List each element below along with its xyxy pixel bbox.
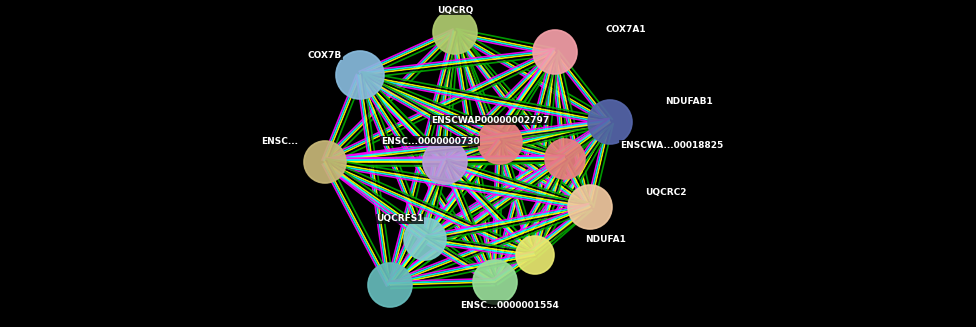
Circle shape (404, 218, 446, 260)
Text: NDUFA1: NDUFA1 (585, 235, 626, 245)
Text: COX7B: COX7B (307, 50, 343, 60)
Text: ENSCWA...00018825: ENSCWA...00018825 (620, 141, 723, 149)
Circle shape (433, 10, 477, 54)
Circle shape (545, 139, 585, 179)
Text: UQCRQ: UQCRQ (437, 6, 473, 14)
Text: ENSC...: ENSC... (262, 137, 299, 146)
Text: COX7A1: COX7A1 (605, 26, 646, 35)
Circle shape (368, 263, 412, 307)
Text: ENSC...0000000730: ENSC...0000000730 (381, 136, 479, 146)
Text: NDUFAB1: NDUFAB1 (665, 97, 712, 107)
Circle shape (304, 141, 346, 183)
Circle shape (478, 120, 522, 164)
Text: ENSCWAP00000002797: ENSCWAP00000002797 (430, 115, 549, 125)
Circle shape (588, 100, 632, 144)
Circle shape (516, 236, 554, 274)
Text: UQCRC2: UQCRC2 (645, 187, 686, 197)
Text: UQCRFS1: UQCRFS1 (377, 215, 424, 223)
Circle shape (533, 30, 577, 74)
Circle shape (473, 260, 517, 304)
Circle shape (423, 140, 467, 184)
Text: ENSC...0000001554: ENSC...0000001554 (461, 301, 559, 309)
Circle shape (336, 51, 384, 99)
Circle shape (568, 185, 612, 229)
